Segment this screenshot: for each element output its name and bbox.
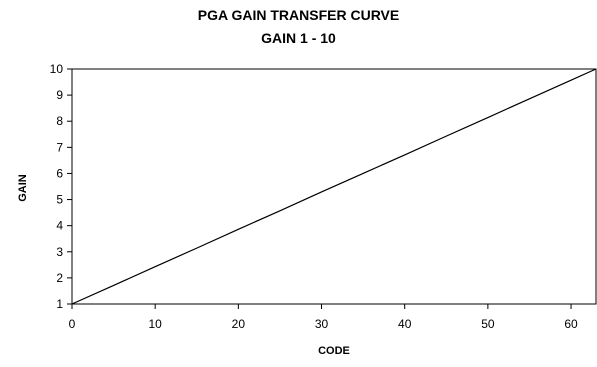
chart-title: PGA GAIN TRANSFER CURVE bbox=[197, 7, 400, 23]
x-tick-label: 10 bbox=[148, 317, 162, 331]
plot-area-border bbox=[71, 68, 597, 305]
y-tick-label: 1 bbox=[56, 297, 63, 311]
x-tick-label: 20 bbox=[232, 317, 246, 331]
x-tick-label: 50 bbox=[481, 317, 495, 331]
y-tick-label: 5 bbox=[56, 193, 63, 207]
chart-subtitle: GAIN 1 - 10 bbox=[261, 30, 336, 46]
y-tick-label: 2 bbox=[56, 271, 63, 285]
x-tick-label: 30 bbox=[315, 317, 329, 331]
x-tick-label: 40 bbox=[398, 317, 412, 331]
x-tick-label: 60 bbox=[564, 317, 578, 331]
y-axis-title: GAIN bbox=[17, 174, 29, 202]
x-tick-label: 0 bbox=[69, 317, 76, 331]
y-tick-label: 3 bbox=[56, 245, 63, 259]
series-line-gain bbox=[71, 68, 597, 305]
y-tick-label: 9 bbox=[56, 88, 63, 102]
x-axis-title: CODE bbox=[318, 345, 350, 357]
y-tick-label: 7 bbox=[56, 140, 63, 154]
y-tick-label: 4 bbox=[56, 219, 63, 233]
y-tick-label: 6 bbox=[56, 166, 63, 180]
y-tick-label: 10 bbox=[50, 62, 64, 76]
y-tick-label: 8 bbox=[56, 114, 63, 128]
